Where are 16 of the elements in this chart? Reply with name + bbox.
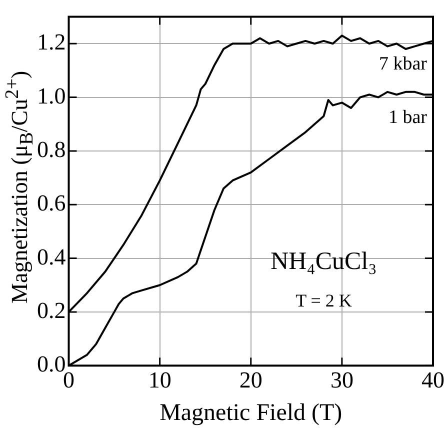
x-tick-label: 0: [63, 367, 74, 392]
x-tick-label: 40: [422, 367, 444, 392]
x-tick-label: 20: [239, 367, 262, 392]
annotation: T = 2 K: [296, 290, 352, 311]
y-tick-label: 1.2: [37, 30, 66, 55]
x-tick-label: 10: [148, 367, 172, 392]
y-tick-label: 0.6: [37, 190, 66, 216]
annotation: NH₄CuCl₃: [270, 248, 377, 276]
x-axis-title: Magnetic Field (T): [160, 400, 342, 426]
y-tick-label: 0.2: [37, 298, 66, 323]
x-tick-label: 30: [330, 367, 354, 392]
y-tick-label: 1.0: [37, 83, 66, 108]
legend-label: 7 kbar: [378, 53, 428, 74]
y-tick-label: 0.8: [37, 137, 66, 162]
legend-label: 1 bar: [388, 107, 428, 128]
y-tick-label: 0.4: [37, 244, 66, 270]
